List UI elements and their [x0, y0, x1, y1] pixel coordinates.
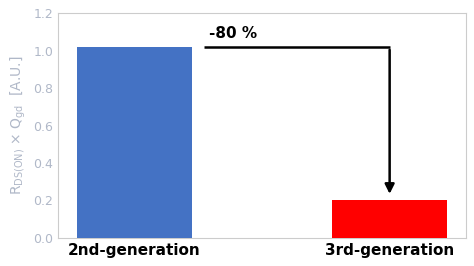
Text: -80 %: -80 %	[210, 26, 257, 41]
Y-axis label: $\mathrm{R_{DS(ON)}}$ × $\mathrm{Q_{gd}}$  [A.U.]: $\mathrm{R_{DS(ON)}}$ × $\mathrm{Q_{gd}}…	[9, 56, 27, 195]
Bar	[77, 47, 191, 238]
Bar	[332, 200, 447, 238]
